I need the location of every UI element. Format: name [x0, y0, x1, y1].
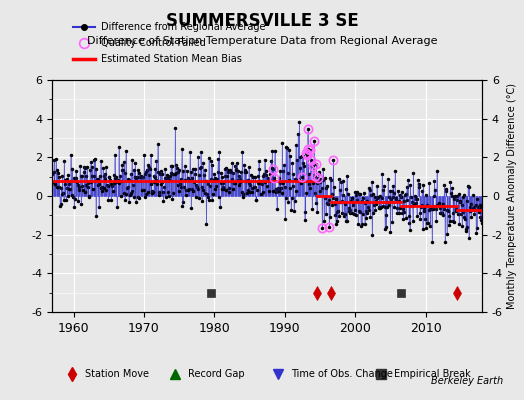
Text: Difference of Station Temperature Data from Regional Average: Difference of Station Temperature Data f… — [87, 36, 437, 46]
Text: Estimated Station Mean Bias: Estimated Station Mean Bias — [101, 54, 242, 64]
Text: Quality Control Failed: Quality Control Failed — [101, 38, 206, 48]
Y-axis label: Monthly Temperature Anomaly Difference (°C): Monthly Temperature Anomaly Difference (… — [507, 83, 517, 309]
Text: Time of Obs. Change: Time of Obs. Change — [291, 370, 393, 379]
Text: Record Gap: Record Gap — [188, 370, 244, 379]
Text: Difference from Regional Average: Difference from Regional Average — [101, 22, 266, 32]
Text: SUMMERSVILLE 3 SE: SUMMERSVILLE 3 SE — [166, 12, 358, 30]
Text: Empirical Break: Empirical Break — [394, 370, 471, 379]
Text: Station Move: Station Move — [85, 370, 149, 379]
Text: Berkeley Earth: Berkeley Earth — [431, 376, 503, 386]
